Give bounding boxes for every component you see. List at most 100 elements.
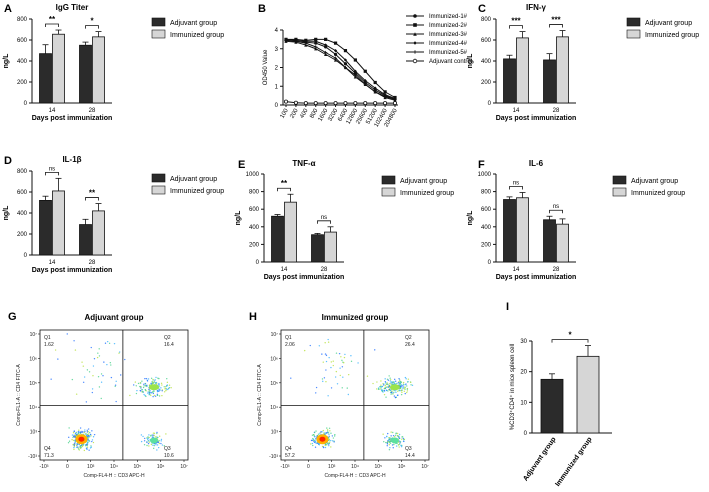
event-dot [386,440,389,442]
event-dot [166,381,169,384]
series-line [285,39,396,100]
event-dot [315,392,317,394]
significance-label: ns [321,215,327,221]
bar [540,378,564,434]
bar [39,199,52,256]
event-dot [140,440,143,443]
event-dot [313,435,316,437]
event-dot [160,440,162,442]
event-dot [386,442,389,444]
event-dot [159,389,161,391]
y-tick-label: 10⁵ [29,381,37,387]
event-dot [82,444,85,446]
y-tick-label: 800 [17,169,28,175]
event-dot [154,379,156,381]
event-dot [380,384,382,386]
event-dot [88,431,91,434]
data-point [413,32,417,36]
legend-swatch [151,185,166,195]
event-dot [152,381,154,383]
event-dot [394,378,396,381]
event-dot [115,400,117,403]
quadrant-name: Q4 [44,446,51,452]
y-axis-title: ng/L [3,53,10,68]
event-dot [339,374,341,377]
event-dot [160,438,163,441]
event-dot [161,384,163,386]
quadrant-name: Q3 [405,446,412,452]
quadrant-value: 10.6 [164,453,174,459]
density-core [319,436,326,442]
event-dot [54,349,57,351]
event-dot [390,437,392,439]
event-dot [384,380,387,383]
event-dot [380,380,382,382]
data-point [373,86,377,90]
significance-bracket [277,187,291,192]
event-dot [328,427,331,430]
y-tick-label: 600 [481,38,492,44]
panel-letter: B [258,3,266,15]
x-tick-label: 28 [89,108,96,114]
x-axis-title: Days post immunization [496,274,577,281]
event-dot [88,371,91,373]
event-dot [324,433,327,435]
event-dot [391,382,393,384]
event-dot [394,435,396,438]
event-dot [326,429,329,431]
bar [556,36,569,104]
bar [79,44,92,104]
bar [503,58,516,104]
y-tick-label: 10³ [271,430,279,436]
y-tick-label: 10⁵ [270,381,278,387]
event-dot [147,436,149,438]
event-dot [92,375,94,377]
event-dot [93,433,96,436]
event-dot [153,444,155,447]
event-dot [319,432,321,434]
significance-label: *** [511,17,521,26]
event-dot [157,446,160,449]
event-dot [143,393,145,396]
event-dot [327,338,329,341]
event-dot [156,431,158,434]
event-dot [384,387,386,389]
data-point [293,100,298,105]
event-dot [156,394,159,396]
event-dot [339,367,341,369]
event-dot [110,376,113,379]
event-dot [141,389,143,391]
event-dot [400,384,403,386]
x-tick-label: 0 [66,464,69,470]
event-dot [57,358,59,360]
event-dot [393,395,396,397]
y-tick-label: 4 [275,28,279,34]
event-dot [400,387,402,389]
y-tick-label: 600 [249,207,260,213]
event-dot [411,384,414,386]
event-dot [91,388,94,390]
event-dot [146,384,148,387]
event-dot [170,387,172,389]
event-dot [124,358,126,361]
event-dot [158,435,161,437]
bar [52,190,65,256]
event-dot [388,441,391,444]
event-dot [325,360,328,363]
event-dot [66,333,68,335]
event-dot [75,446,78,448]
event-dot [329,441,331,443]
event-dot [388,444,391,446]
event-dot [165,385,168,387]
event-dot [394,380,397,382]
legend-swatch [612,187,627,197]
event-dot [404,384,406,386]
event-dot [156,436,158,439]
event-dot [310,443,312,445]
event-dot [160,382,163,385]
event-dot [328,442,331,445]
significance-label: ** [89,189,96,198]
event-dot [86,429,88,431]
x-axis-title: Days post immunization [32,267,113,274]
